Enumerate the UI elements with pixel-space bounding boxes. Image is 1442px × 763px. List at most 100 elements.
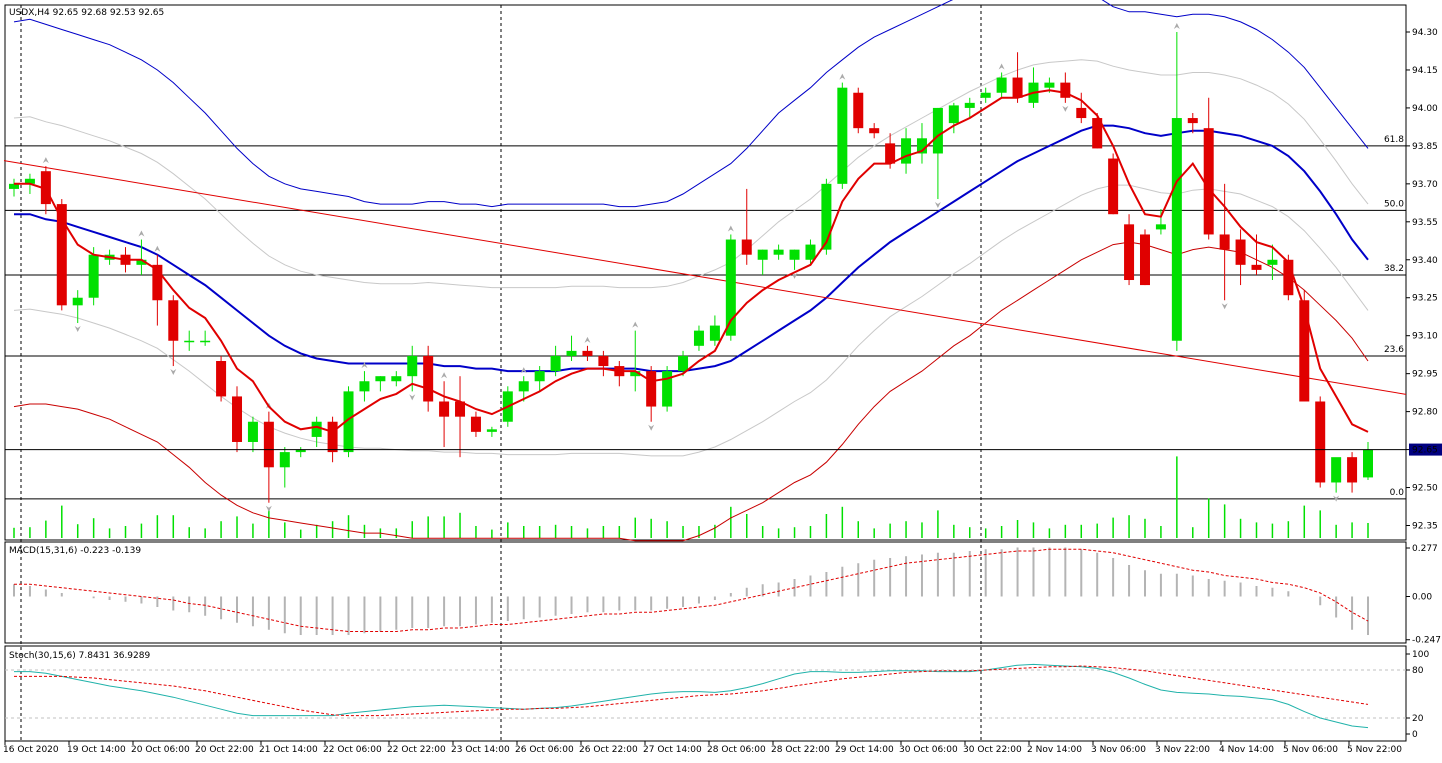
fractal-up-arrow xyxy=(584,336,591,343)
fib-level-label: 38.2 xyxy=(1384,264,1404,274)
candle-body xyxy=(343,391,354,453)
time-axis-label: 3 Nov 22:00 xyxy=(1155,745,1210,755)
macd-tick-label: -0.247 xyxy=(1412,636,1441,646)
candle-body xyxy=(56,204,67,306)
fractal-up-arrow xyxy=(42,157,49,164)
fractal-down-arrow xyxy=(1221,303,1228,310)
candle-body xyxy=(1092,118,1103,149)
fractal-up-arrow xyxy=(361,362,368,369)
candle-body xyxy=(1251,264,1262,270)
candle-body xyxy=(407,355,418,377)
candle-body xyxy=(757,249,768,260)
macd-tick-label: 0.00 xyxy=(1412,593,1432,603)
fractal-up-arrow xyxy=(839,73,846,80)
candle-body xyxy=(598,355,609,367)
candle-body xyxy=(1060,82,1071,98)
fractal-up-arrow xyxy=(1173,23,1180,29)
time-axis-label: 20 Oct 06:00 xyxy=(131,745,190,755)
candle-body xyxy=(1124,224,1135,281)
candle-body xyxy=(630,371,641,377)
candle-body xyxy=(678,355,689,372)
candle-body xyxy=(1331,457,1342,483)
time-axis-label: 28 Oct 22:00 xyxy=(771,745,830,755)
candle-body xyxy=(455,401,466,417)
candle-body xyxy=(1108,158,1119,215)
candle-body xyxy=(550,355,561,372)
time-axis-label: 5 Nov 22:00 xyxy=(1347,745,1402,755)
candle-body xyxy=(136,259,147,265)
time-axis-label: 5 Nov 06:00 xyxy=(1283,745,1338,755)
price-tick-label: 93.40 xyxy=(1412,256,1438,266)
candle-body xyxy=(566,350,577,356)
candle-body xyxy=(216,361,227,397)
candle-body xyxy=(1219,234,1230,250)
candle-body xyxy=(232,396,243,442)
candle-body xyxy=(709,325,720,341)
candle-body xyxy=(327,421,338,453)
fractal-up-arrow xyxy=(520,367,527,374)
candle-body xyxy=(773,249,784,255)
main-pane xyxy=(4,4,1407,541)
candle-body xyxy=(853,92,864,129)
time-axis-label: 3 Nov 06:00 xyxy=(1091,745,1146,755)
bollinger-inner-upper xyxy=(13,59,1369,289)
time-axis-label: 29 Oct 14:00 xyxy=(835,745,894,755)
time-axis-label: 22 Oct 06:00 xyxy=(323,745,382,755)
current-price-badge xyxy=(1409,443,1442,456)
candle-body xyxy=(1363,449,1373,478)
stoch-tick-label: 80 xyxy=(1412,666,1424,676)
candle-body xyxy=(24,178,35,184)
candle-body xyxy=(932,107,943,154)
candle-body xyxy=(741,239,752,255)
price-tick-label: 93.55 xyxy=(1412,218,1438,228)
candle-body xyxy=(486,429,497,432)
candle-body xyxy=(980,92,991,98)
fractal-down-arrow xyxy=(791,272,798,279)
candle-body xyxy=(247,421,258,442)
fractal-down-arrow xyxy=(648,424,655,431)
stoch-signal-line xyxy=(14,665,1369,717)
candle-body xyxy=(582,350,593,356)
candle-body xyxy=(184,340,195,343)
time-axis-label: 23 Oct 14:00 xyxy=(451,745,510,755)
time-axis-label: 16 Oct 2020 xyxy=(3,745,59,755)
candle-body xyxy=(1187,118,1198,124)
stoch-pane xyxy=(4,645,1407,742)
candle-body xyxy=(964,102,975,108)
candle-body xyxy=(821,183,832,250)
candle-body xyxy=(948,105,959,124)
fib-level-label: 61.8 xyxy=(1384,135,1404,145)
time-axis-label: 20 Oct 22:00 xyxy=(195,745,254,755)
time-axis-label: 30 Oct 06:00 xyxy=(899,745,958,755)
candle-body xyxy=(470,416,481,432)
fractal-down-arrow xyxy=(74,326,81,333)
price-tick-label: 93.10 xyxy=(1412,332,1438,342)
candle-body xyxy=(901,138,912,164)
fractal-down-arrow xyxy=(1333,495,1340,502)
time-axis-label: 28 Oct 06:00 xyxy=(707,745,766,755)
time-axis-label: 19 Oct 14:00 xyxy=(67,745,126,755)
time-axis-label: 22 Oct 22:00 xyxy=(387,745,446,755)
candle-body xyxy=(9,183,19,189)
price-tick-label: 92.80 xyxy=(1412,408,1438,418)
candle-body xyxy=(1044,82,1055,88)
price-tick-label: 92.50 xyxy=(1412,484,1438,494)
candle-body xyxy=(518,381,529,392)
candle-body xyxy=(1315,401,1326,483)
candle-body xyxy=(996,77,1007,93)
candle-body xyxy=(916,138,927,154)
fractal-up-arrow xyxy=(727,225,734,232)
candle-body xyxy=(1299,300,1310,402)
candle-body xyxy=(295,449,306,453)
time-axis-label: 27 Oct 14:00 xyxy=(643,745,702,755)
candle-body xyxy=(662,371,673,407)
candle-body xyxy=(40,171,51,205)
candle-body xyxy=(311,421,322,437)
candle-body xyxy=(693,330,704,346)
fractal-up-arrow xyxy=(441,372,448,379)
candle-body xyxy=(1347,457,1358,483)
candle-body xyxy=(200,340,211,343)
candle-body xyxy=(1235,239,1246,265)
macd-header: MACD(15,31,6) -0.223 -0.139 xyxy=(9,546,141,556)
